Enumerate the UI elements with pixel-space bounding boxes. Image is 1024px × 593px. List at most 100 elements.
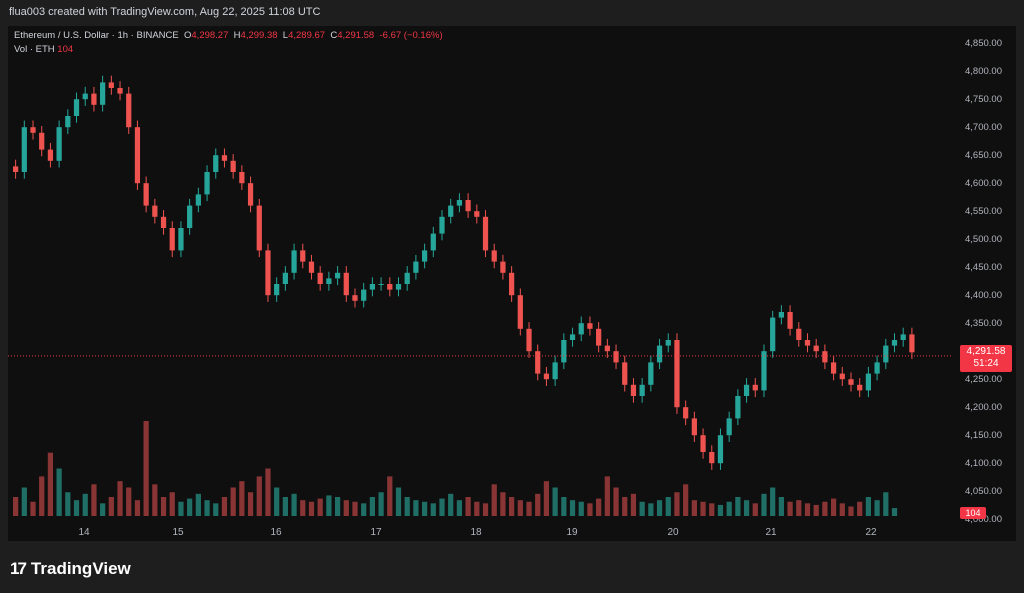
candle-body xyxy=(813,345,819,352)
volume-bar xyxy=(30,501,36,516)
volume-bar xyxy=(378,492,384,516)
candle-body xyxy=(230,160,236,172)
volume-bar xyxy=(82,493,88,516)
volume-bar xyxy=(639,501,645,516)
candle-body xyxy=(604,345,610,352)
high-label: H xyxy=(233,30,241,41)
volume-bar xyxy=(326,495,332,516)
volume-bar xyxy=(796,500,802,516)
volume-bar xyxy=(813,504,819,516)
candle-body xyxy=(343,272,349,296)
volume-bar xyxy=(778,497,784,516)
candle-body xyxy=(578,323,584,335)
volume-bar xyxy=(169,492,175,516)
candle-body xyxy=(143,183,149,206)
candle-body xyxy=(735,396,741,419)
y-tick-label: 4,850.00 xyxy=(965,38,1002,49)
symbol-label[interactable]: Ethereum / U.S. Dollar · 1h · BINANCE xyxy=(14,30,179,41)
candle-body xyxy=(874,362,880,374)
volume-label[interactable]: Vol · ETH xyxy=(14,44,55,55)
y-tick-label: 4,100.00 xyxy=(965,458,1002,469)
volume-bar xyxy=(578,501,584,516)
candle-body xyxy=(47,149,54,161)
x-tick-label: 22 xyxy=(865,527,877,538)
candle-body xyxy=(152,205,158,217)
volume-bar xyxy=(526,501,532,516)
candle-body xyxy=(709,452,715,464)
volume-tag: 104 xyxy=(960,507,986,519)
x-tick-label: 15 xyxy=(172,527,184,538)
candle-body xyxy=(543,373,550,380)
low-label: L xyxy=(282,30,289,41)
volume-bar xyxy=(282,497,288,516)
candle-body xyxy=(561,340,567,363)
footer: 17 TradingView xyxy=(0,541,1024,593)
volume-bar xyxy=(482,503,489,516)
tradingview-logo[interactable]: 17 TradingView xyxy=(10,559,131,579)
volume-bar xyxy=(761,493,767,516)
y-tick-label: 4,800.00 xyxy=(965,66,1002,77)
volume-bar xyxy=(108,497,114,516)
candlestick-chart[interactable]: 4,850.00 4,800.00 4,750.00 4,700.00 4,650.00… xyxy=(8,26,1016,541)
volume-bar xyxy=(274,487,280,516)
candle-body xyxy=(56,127,62,161)
candle-body xyxy=(482,216,489,251)
volume-bar xyxy=(317,498,323,516)
volume-bar xyxy=(691,500,697,516)
last-price-tag: 4,291.58 51:24 xyxy=(960,345,1012,372)
candle-body xyxy=(404,272,410,284)
volume-bar xyxy=(73,500,80,516)
candle-body xyxy=(456,200,463,206)
x-tick-label: 19 xyxy=(566,527,578,538)
candle-body xyxy=(134,127,141,184)
x-tick-label: 21 xyxy=(765,527,777,538)
volume-bar xyxy=(195,493,201,516)
candle-body xyxy=(822,351,828,363)
candle-body xyxy=(91,93,97,105)
tradingview-brand-name: TradingView xyxy=(30,559,131,578)
candle-body xyxy=(65,116,71,128)
volume-bar xyxy=(134,500,141,516)
volume-bar xyxy=(717,504,724,516)
x-tick-label: 17 xyxy=(370,527,382,538)
volume-bar xyxy=(865,497,872,516)
candle-body xyxy=(334,272,341,279)
candle-body xyxy=(213,155,219,172)
candle-body xyxy=(221,155,228,161)
y-tick-label: 4,600.00 xyxy=(965,178,1002,189)
y-tick-label: 4,000.00 xyxy=(965,514,1002,525)
candle-body xyxy=(308,261,315,273)
candle-body xyxy=(613,351,619,363)
volume-bar xyxy=(187,498,193,516)
candle-body xyxy=(891,340,898,346)
candle-body xyxy=(239,172,245,184)
volume-bar xyxy=(726,501,732,516)
volume-bar xyxy=(178,501,184,516)
y-tick-label: 4,150.00 xyxy=(965,430,1002,441)
volume-bar xyxy=(491,484,497,516)
volume-bar xyxy=(804,503,811,516)
candle-body xyxy=(622,362,628,385)
volume-bar xyxy=(456,500,463,516)
volume-bar xyxy=(613,487,619,516)
candle-body xyxy=(100,82,106,105)
open-value: 4,298.27 xyxy=(191,30,229,41)
volume-bar xyxy=(291,493,297,516)
candle-body xyxy=(717,435,724,464)
y-tick-label: 4,250.00 xyxy=(965,374,1002,385)
candle-body xyxy=(796,328,802,340)
candle-body xyxy=(552,362,558,380)
candle-body xyxy=(352,295,358,301)
candle-body xyxy=(430,233,436,251)
candle-body xyxy=(291,250,297,273)
candle-body xyxy=(883,345,889,363)
volume-bar xyxy=(543,481,550,516)
x-tick-label: 14 xyxy=(78,527,90,538)
chart-area[interactable]: 4,850.00 4,800.00 4,750.00 4,700.00 4,650.00… xyxy=(8,26,1016,541)
volume-bar xyxy=(743,500,750,516)
candle-body xyxy=(317,272,323,284)
y-tick-label: 4,500.00 xyxy=(965,234,1002,245)
volume-bar xyxy=(334,497,341,516)
volume-bar xyxy=(387,476,393,516)
candle-body xyxy=(204,172,210,195)
